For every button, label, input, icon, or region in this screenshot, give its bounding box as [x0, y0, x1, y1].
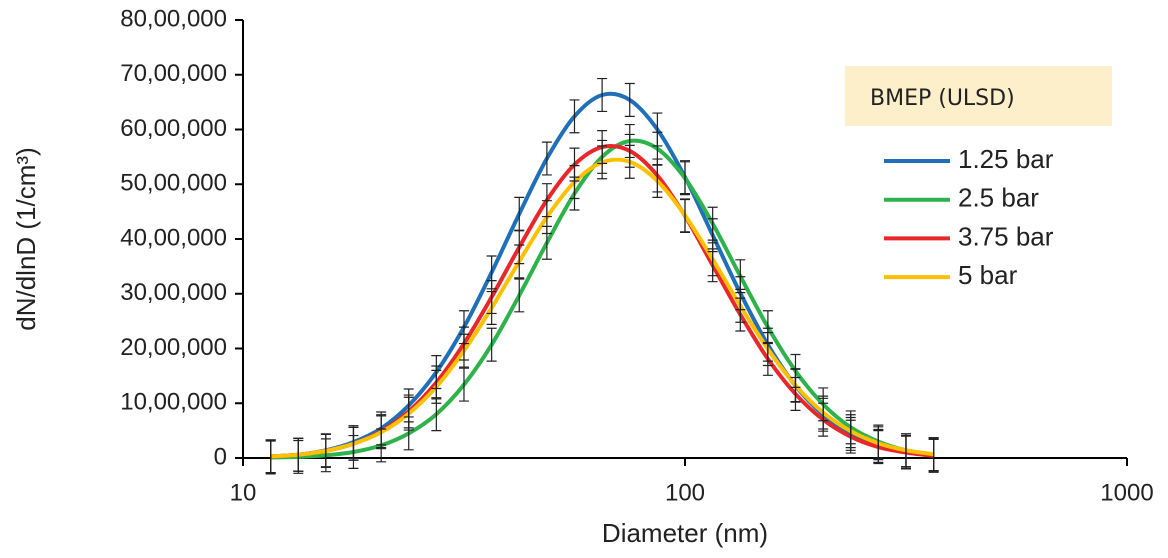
- error-bar: [514, 244, 525, 279]
- y-tick-label: 70,00,000: [120, 60, 227, 87]
- series-line: [270, 143, 934, 459]
- series-line: [270, 157, 934, 459]
- y-tick-label: 40,00,000: [120, 224, 227, 251]
- x-tick-label: 1000: [1100, 479, 1153, 506]
- legend-title: BMEP (ULSD): [870, 86, 1015, 111]
- x-tick-label: 100: [665, 479, 705, 506]
- y-tick-label: 50,00,000: [120, 170, 227, 197]
- error-bar: [818, 395, 829, 430]
- error-bar: [265, 439, 276, 474]
- error-bar: [845, 414, 856, 449]
- error-bar: [486, 327, 497, 362]
- y-tick-label: 20,00,000: [120, 334, 227, 361]
- series-line: [270, 138, 934, 460]
- error-bar: [624, 82, 635, 117]
- error-bar: [707, 242, 718, 277]
- error-bar: [486, 290, 497, 326]
- error-bar: [652, 163, 663, 198]
- y-tick-label: 10,00,000: [120, 389, 227, 416]
- error-bar: [680, 198, 690, 233]
- error-bar: [569, 99, 580, 134]
- error-bar: [320, 433, 331, 468]
- error-bar: [458, 367, 469, 402]
- x-axis-title: Diameter (nm): [602, 518, 768, 548]
- error-bar: [762, 332, 773, 367]
- error-bar: [514, 278, 525, 313]
- y-tick-label: 0: [214, 443, 227, 470]
- error-bar: [597, 77, 608, 113]
- error-bar: [458, 333, 469, 368]
- legend-label: 5 bar: [958, 260, 1018, 290]
- y-tick-label: 30,00,000: [120, 279, 227, 306]
- error-bar: [707, 206, 718, 241]
- error-bar: [624, 144, 635, 179]
- error-bar: [348, 426, 359, 461]
- legend-label: 2.5 bar: [958, 183, 1039, 213]
- error-bar: [873, 426, 884, 461]
- error-bar: [680, 161, 690, 196]
- legend-label: 1.25 bar: [958, 144, 1054, 174]
- error-bar: [735, 288, 746, 323]
- error-bar: [900, 433, 911, 468]
- error-bar: [403, 396, 414, 431]
- y-tick-label: 80,00,000: [120, 5, 227, 32]
- error-bar: [569, 165, 580, 200]
- error-bar: [431, 369, 442, 404]
- y-axis-title: dN/dlnD (1/cm³): [11, 147, 41, 330]
- error-bar: [376, 415, 387, 450]
- error-bar: [541, 200, 552, 235]
- error-bar: [928, 437, 939, 472]
- legend-title-box: [845, 66, 1112, 126]
- x-tick-label: 10: [230, 479, 257, 506]
- error-bar: [790, 368, 801, 403]
- legend-label: 3.75 bar: [958, 221, 1054, 251]
- error-bar: [293, 437, 304, 472]
- error-bar: [597, 145, 608, 180]
- error-bar: [541, 141, 552, 176]
- y-tick-label: 60,00,000: [120, 115, 227, 142]
